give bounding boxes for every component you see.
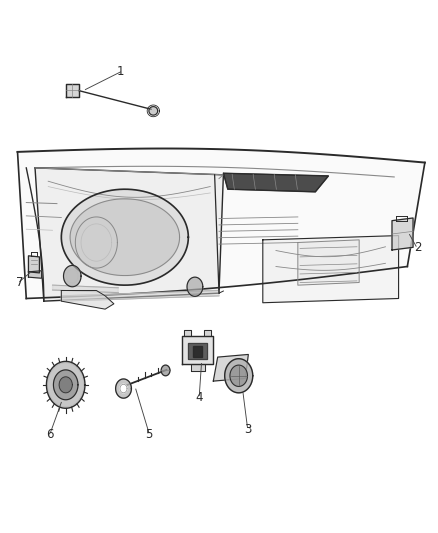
Polygon shape <box>223 173 328 192</box>
Polygon shape <box>61 189 188 285</box>
Polygon shape <box>193 346 202 357</box>
Polygon shape <box>28 256 39 273</box>
Text: 3: 3 <box>244 423 251 435</box>
Polygon shape <box>64 265 81 287</box>
Polygon shape <box>66 84 79 97</box>
Polygon shape <box>116 379 131 398</box>
Polygon shape <box>149 107 158 115</box>
Polygon shape <box>187 277 203 296</box>
Polygon shape <box>35 168 223 301</box>
Polygon shape <box>120 384 127 393</box>
Polygon shape <box>230 365 247 386</box>
Polygon shape <box>59 377 72 393</box>
Polygon shape <box>184 330 191 336</box>
Text: 7: 7 <box>16 276 24 289</box>
Polygon shape <box>18 149 425 298</box>
Text: 4: 4 <box>195 391 203 403</box>
Polygon shape <box>191 364 205 371</box>
Polygon shape <box>53 370 78 400</box>
Polygon shape <box>204 330 211 336</box>
Polygon shape <box>188 343 207 359</box>
Polygon shape <box>263 236 399 303</box>
Polygon shape <box>53 285 118 293</box>
Polygon shape <box>161 365 170 376</box>
Polygon shape <box>182 336 213 364</box>
Text: 6: 6 <box>46 428 54 441</box>
Polygon shape <box>70 199 180 276</box>
Polygon shape <box>47 362 84 407</box>
Polygon shape <box>225 359 253 393</box>
Polygon shape <box>392 218 413 250</box>
Polygon shape <box>61 290 219 301</box>
Text: 2: 2 <box>414 241 422 254</box>
Text: 1: 1 <box>117 66 124 78</box>
Polygon shape <box>298 240 359 285</box>
Text: 5: 5 <box>145 428 152 441</box>
Polygon shape <box>28 271 42 278</box>
Polygon shape <box>61 290 114 309</box>
Polygon shape <box>213 354 248 381</box>
